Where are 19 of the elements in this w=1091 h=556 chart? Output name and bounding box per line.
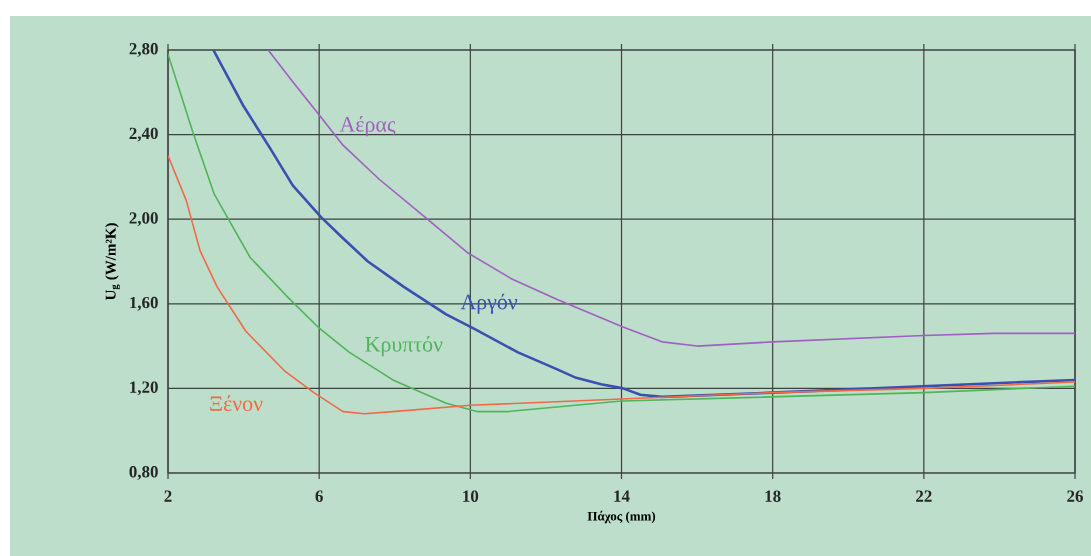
- y-tick-label: 2,40: [129, 127, 158, 142]
- x-tick-label: 26: [1067, 490, 1083, 502]
- x-axis-title: Πάχος (mm): [587, 510, 656, 524]
- y-tick-label: 2,00: [129, 212, 158, 227]
- line-series: [168, 154, 1076, 415]
- x-tick-label: 22: [916, 490, 932, 502]
- x-tick-label: 2: [164, 490, 172, 502]
- x-tick-label: 18: [765, 490, 781, 502]
- y-tick-label: 0,80: [129, 466, 158, 480]
- series-label: Κρυπτόν: [365, 336, 443, 357]
- x-tick-label: 10: [463, 490, 479, 502]
- series-label: Ξένον: [210, 395, 263, 412]
- series-label: Αέρας: [339, 116, 396, 137]
- y-tick-label: 1,60: [130, 296, 158, 311]
- y-axis-title: U$_{g}$ (W/m²K): [105, 223, 121, 301]
- x-tick-label: 14: [614, 490, 630, 502]
- x-tick-label: 6: [315, 490, 323, 502]
- y-tick-label: 2,80: [129, 43, 158, 57]
- y-tick-label: 1,20: [130, 381, 158, 396]
